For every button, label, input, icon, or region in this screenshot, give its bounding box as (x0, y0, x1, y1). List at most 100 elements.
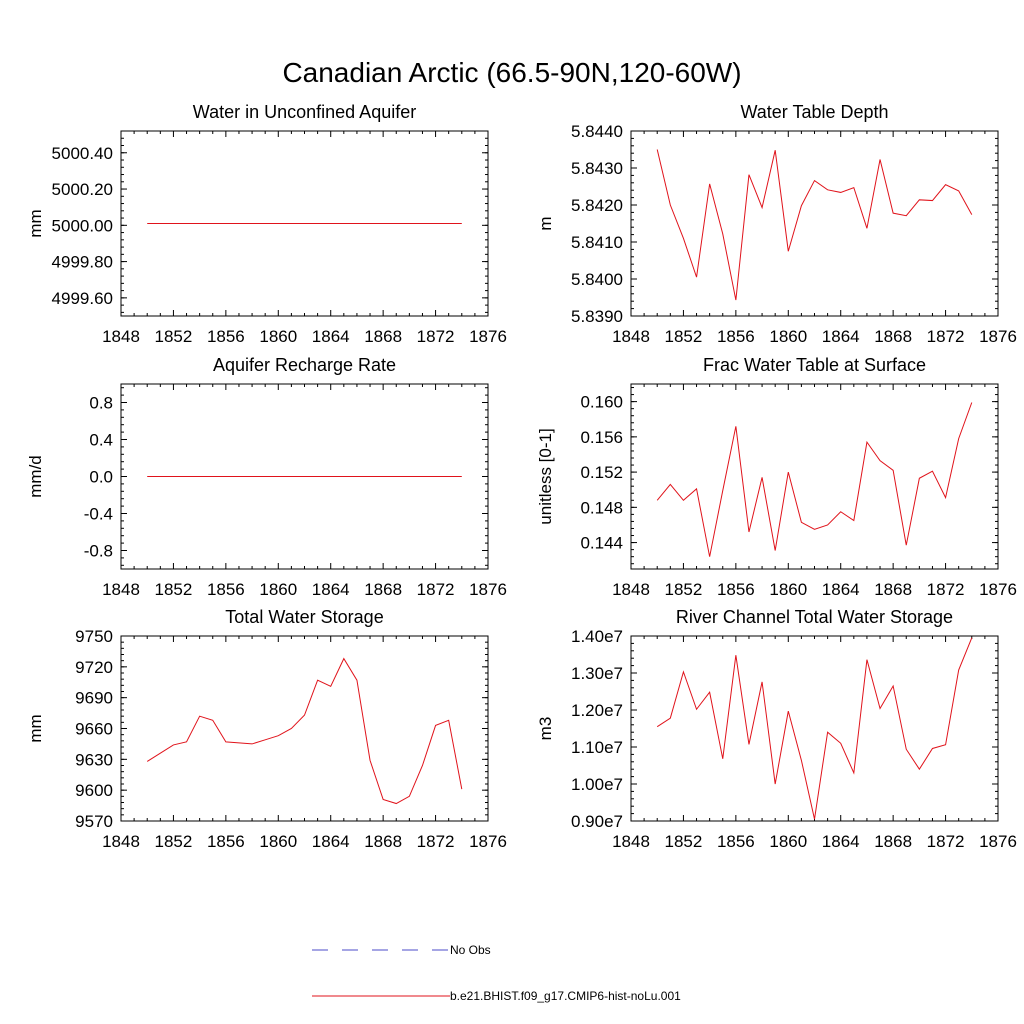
panels: Water in Unconfined Aquifer 1848 1852 1856 1… (26, 102, 1017, 851)
panel-frac-water-table-at-surface: Frac Water Table at Surface 1848 1852 1856 1… (536, 355, 1017, 599)
y-tick-label: 5.8430 (571, 159, 623, 178)
panel-water-table-depth: Water Table Depth 1848 1852 1856 1860 1864 186… (536, 102, 1017, 346)
y-tick-label: -0.4 (84, 505, 113, 524)
y-tick-label: -0.8 (84, 542, 113, 561)
y-tick-label: 5.8440 (571, 122, 623, 141)
series-line (146, 657, 463, 805)
y-tick-label: 1.20e7 (571, 701, 623, 720)
series-line (656, 637, 973, 820)
x-tick-label: 1856 (207, 327, 245, 346)
panel-water-in-unconfined-aquifer: Water in Unconfined Aquifer 1848 1852 1856 1… (26, 102, 507, 346)
x-tick-label: 1864 (822, 580, 860, 599)
x-tick-label: 1864 (312, 327, 350, 346)
y-tick-label: 9750 (75, 627, 113, 646)
y-tick-label: 1.40e7 (571, 627, 623, 646)
x-tick-label: 1872 (927, 327, 965, 346)
y-axis-label: mm/d (26, 455, 45, 498)
x-tick-label: 1852 (665, 832, 703, 851)
legend: No Obs b.e21.BHIST.f09_g17.CMIP6-hist-no… (312, 943, 681, 1003)
x-tick-label: 1856 (717, 832, 755, 851)
panel-river-channel-total-water-storage: River Channel Total Water Storage 1848 185… (536, 607, 1017, 851)
x-tick-label: 1848 (612, 327, 650, 346)
x-tick-label: 1856 (717, 327, 755, 346)
y-tick-label: 0.4 (89, 431, 113, 450)
x-tick-label: 1848 (102, 327, 140, 346)
y-axis-label: m3 (536, 717, 555, 741)
x-tick-label: 1868 (874, 327, 912, 346)
x-tick-label: 1848 (102, 580, 140, 599)
x-tick-label: 1868 (874, 832, 912, 851)
x-tick-label: 1876 (469, 327, 507, 346)
y-tick-label: 0.90e7 (571, 812, 623, 831)
y-tick-label: 5000.00 (52, 216, 113, 235)
y-tick-label: 9660 (75, 720, 113, 739)
y-tick-label: 5000.20 (52, 180, 113, 199)
panel-title: Frac Water Table at Surface (703, 355, 926, 375)
x-tick-label: 1852 (155, 832, 193, 851)
x-tick-label: 1860 (259, 832, 297, 851)
panel-title: Water Table Depth (740, 102, 888, 122)
x-tick-label: 1876 (469, 580, 507, 599)
y-tick-label: 5.8420 (571, 196, 623, 215)
panel-aquifer-recharge-rate: Aquifer Recharge Rate 1848 1852 1856 1860 186… (26, 355, 507, 599)
x-tick-label: 1872 (417, 580, 455, 599)
x-tick-label: 1848 (102, 832, 140, 851)
y-axis-label: mm (26, 714, 45, 742)
x-tick-label: 1876 (979, 327, 1017, 346)
y-tick-label: 0.0 (89, 468, 113, 487)
x-tick-label: 1860 (769, 327, 807, 346)
x-tick-label: 1864 (822, 832, 860, 851)
x-tick-label: 1860 (259, 580, 297, 599)
y-tick-label: 4999.60 (52, 289, 113, 308)
y-tick-label: 1.00e7 (571, 775, 623, 794)
y-tick-label: 0.156 (580, 428, 623, 447)
panel-total-water-storage: Total Water Storage 1848 1852 1856 1860 1864 1… (26, 607, 507, 851)
x-tick-label: 1852 (665, 580, 703, 599)
x-tick-label: 1864 (312, 832, 350, 851)
x-tick-label: 1872 (927, 580, 965, 599)
y-tick-label: 9630 (75, 750, 113, 769)
y-tick-label: 0.148 (580, 498, 623, 517)
y-tick-label: 0.160 (580, 393, 623, 412)
panel-title: River Channel Total Water Storage (676, 607, 953, 627)
series-line (656, 149, 973, 301)
series-line (656, 402, 973, 557)
panel-title: Total Water Storage (225, 607, 383, 627)
plot-frame (120, 635, 489, 822)
x-tick-label: 1876 (979, 580, 1017, 599)
y-tick-label: 5.8410 (571, 233, 623, 252)
x-tick-label: 1848 (612, 580, 650, 599)
x-tick-label: 1852 (155, 327, 193, 346)
x-tick-label: 1864 (822, 327, 860, 346)
y-tick-label: 9720 (75, 658, 113, 677)
x-tick-label: 1848 (612, 832, 650, 851)
x-tick-label: 1864 (312, 580, 350, 599)
x-tick-label: 1868 (874, 580, 912, 599)
y-tick-label: 9570 (75, 812, 113, 831)
legend-label-no-obs: No Obs (450, 943, 491, 957)
x-tick-label: 1872 (927, 832, 965, 851)
x-tick-label: 1856 (717, 580, 755, 599)
x-tick-label: 1868 (364, 580, 402, 599)
x-tick-label: 1852 (665, 327, 703, 346)
x-tick-label: 1876 (469, 832, 507, 851)
figure-title: Canadian Arctic (66.5-90N,120-60W) (282, 57, 741, 88)
panel-title: Water in Unconfined Aquifer (193, 102, 416, 122)
x-tick-label: 1868 (364, 327, 402, 346)
y-tick-label: 0.144 (580, 534, 623, 553)
x-tick-label: 1872 (417, 327, 455, 346)
y-tick-label: 1.30e7 (571, 664, 623, 683)
plot-frame (630, 130, 999, 317)
x-tick-label: 1860 (769, 580, 807, 599)
y-tick-label: 5000.40 (52, 144, 113, 163)
y-axis-label: mm (26, 209, 45, 237)
legend-label-model-run: b.e21.BHIST.f09_g17.CMIP6-hist-noLu.001 (450, 989, 681, 1003)
y-axis-label: m (536, 216, 555, 230)
x-tick-label: 1868 (364, 832, 402, 851)
x-tick-label: 1876 (979, 832, 1017, 851)
y-tick-label: 0.152 (580, 463, 623, 482)
x-tick-label: 1860 (769, 832, 807, 851)
panel-title: Aquifer Recharge Rate (213, 355, 396, 375)
y-tick-label: 9690 (75, 689, 113, 708)
